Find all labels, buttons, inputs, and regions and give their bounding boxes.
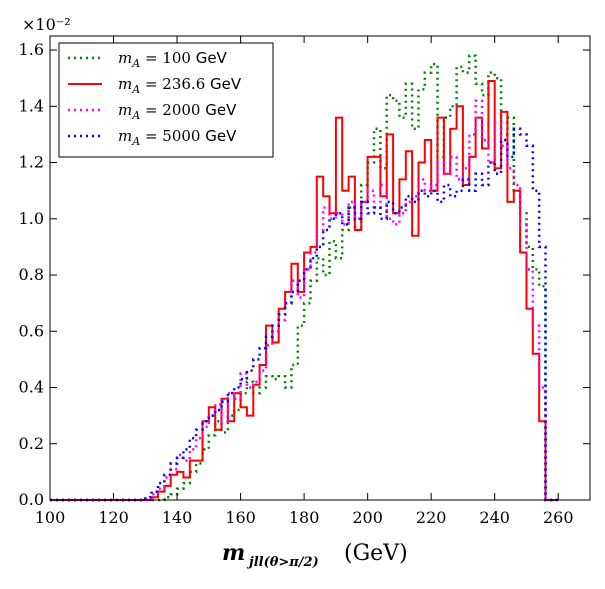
series-line-3 [50,127,559,502]
y-tick-label: 0.8 [19,265,44,284]
legend-label-0: mA = 100 GeV [118,49,228,70]
x-tick-label: 260 [543,508,574,527]
legend-label-3: mA = 5000 GeV [118,127,237,148]
y-tick-label: 0.2 [19,434,44,453]
x-tick-label: 240 [479,508,510,527]
x-tick-label: 200 [352,508,383,527]
y-tick-label: 0.4 [19,378,44,397]
series-line-1 [50,80,559,501]
x-tick-label: 100 [35,508,66,527]
y-tick-label: 1.4 [19,96,44,115]
x-tick-label: 180 [289,508,320,527]
y-tick-label: 1.0 [19,209,44,228]
y-tick-label: 0.6 [19,321,44,340]
plot-frame [49,35,591,501]
x-axis-title: m jll(θ>π/2) (GeV) [222,540,408,570]
x-axis-title-sub: jll(θ>π/2) [246,555,319,570]
x-axis-title-unit: (GeV) [344,541,408,566]
y-tick-label: 0.0 [19,490,44,509]
x-tick-label: 220 [416,508,447,527]
legend-label-2: mA = 2000 GeV [118,101,237,122]
series-layer [50,54,559,502]
x-tick-label: 160 [225,508,256,527]
y-tick-label: 1.6 [19,40,44,59]
legend-label-1: mA = 236.6 GeV [118,75,242,96]
x-tick-label: 120 [98,508,129,527]
legend: mA = 100 GeV mA = 236.6 GeV mA = 2000 GeV m… [58,42,274,158]
y-tick-label: 1.2 [19,153,44,172]
legend-frame [58,42,274,158]
x-axis-title-main: m [222,540,245,566]
x-tick-label: 140 [162,508,193,527]
series-line-2 [50,99,559,502]
tick-layer: 100 120 140 160 180 200 220 240 260 0.0 0.2 0.4 0.6 0… [19,36,590,527]
y-multiplier: ×10⁻² [22,15,71,34]
